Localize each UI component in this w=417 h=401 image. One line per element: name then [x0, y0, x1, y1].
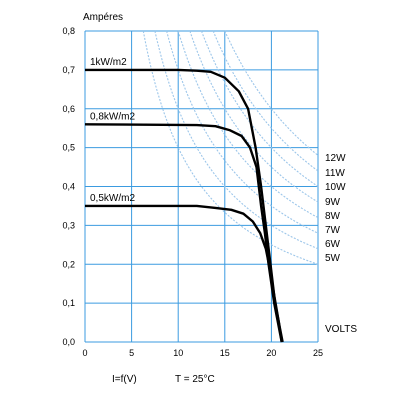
power-curve-8w	[177, 30, 319, 219]
x-tick-label: 10	[173, 348, 183, 358]
power-label-5w: 5W	[325, 253, 341, 264]
power-curves	[142, 30, 319, 265]
axis-ticks: 0 5 10 15 20 25 0,0 0,1 0,2 0,3 0,4 0,5 0,6 0,7 0,8	[62, 26, 323, 358]
power-label-11w: 11W	[325, 168, 345, 179]
power-curve-12w	[224, 30, 319, 156]
series-lines	[84, 68, 284, 343]
y-tick-label: 0,7	[62, 65, 75, 75]
x-tick-label: 25	[313, 348, 323, 358]
series-line-2	[85, 204, 283, 343]
series-label-1: 0,8kW/m2	[90, 111, 135, 122]
power-curve-7w	[166, 30, 319, 234]
y-tick-label: 0,3	[62, 220, 75, 230]
power-label-9w: 9W	[325, 197, 341, 208]
y-tick-label: 0,2	[62, 259, 75, 269]
x-axis-title: VOLTS	[325, 324, 357, 335]
power-label-10w: 10W	[325, 182, 346, 193]
y-tick-label: 0,1	[62, 298, 75, 308]
footer-formula: I=f(V)	[112, 374, 137, 385]
series-label-0: 1kW/m2	[90, 57, 127, 68]
series-line-0	[85, 68, 284, 343]
y-tick-label: 0,8	[62, 26, 75, 36]
power-curve-11w	[212, 30, 319, 172]
x-tick-label: 5	[129, 348, 134, 358]
labels: 12W 11W 10W 9W 8W 7W 6W 5W 1kW/m2 0,8kW/m2 0,5kW/m…	[90, 57, 346, 264]
y-tick-label: 0,0	[62, 337, 75, 347]
y-axis-title: Ampéres	[83, 12, 123, 23]
power-label-12w: 12W	[325, 153, 346, 164]
x-tick-label: 15	[220, 348, 230, 358]
power-curve-9w	[189, 30, 319, 203]
power-curve-10w	[200, 30, 319, 187]
power-curve-5w	[142, 30, 319, 265]
power-curve-6w	[154, 30, 319, 250]
footer-temperature: T = 25°C	[175, 374, 215, 385]
x-tick-label: 0	[82, 348, 87, 358]
y-tick-label: 0,4	[62, 182, 75, 192]
series-label-2: 0,5kW/m2	[90, 193, 135, 204]
y-tick-label: 0,5	[62, 143, 75, 153]
power-label-7w: 7W	[325, 225, 341, 236]
power-label-6w: 6W	[325, 239, 341, 250]
power-label-8w: 8W	[325, 211, 341, 222]
x-tick-label: 20	[266, 348, 276, 358]
y-tick-label: 0,6	[62, 104, 75, 114]
